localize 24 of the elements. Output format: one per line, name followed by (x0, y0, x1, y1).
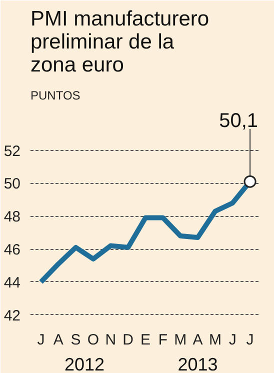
x-tick-label: J (228, 332, 236, 348)
x-tick-label: O (87, 332, 100, 348)
x-tick-label: F (158, 332, 168, 348)
x-tick-label: A (53, 332, 64, 348)
y-tick-label: 52 (4, 142, 21, 160)
y-tick-label: 50 (4, 176, 21, 193)
text: 2012 (64, 354, 105, 373)
x-tick-label: J (246, 332, 254, 348)
y-axis-title: PUNTOS (30, 88, 80, 102)
chart-title: PMI manufacturero preliminar de la zona euro (30, 8, 210, 76)
text: 2013 (178, 354, 218, 373)
y-tick-label: 48 (4, 208, 21, 226)
x-tick-label: D (122, 332, 134, 348)
x-tick-label: M (208, 332, 222, 348)
x-tick-label: S (70, 332, 81, 348)
x-tick-label: M (174, 332, 187, 348)
y-tick-label: 42 (4, 307, 21, 324)
x-tick-label: N (105, 332, 116, 348)
y-tick-label: 44 (4, 274, 21, 292)
x-tick-label: J (37, 332, 45, 348)
data-label: 50,1 (219, 110, 258, 132)
x-tick-label: A (192, 332, 203, 348)
x-tick-label: E (140, 332, 151, 348)
y-tick-label: 46 (4, 242, 21, 259)
